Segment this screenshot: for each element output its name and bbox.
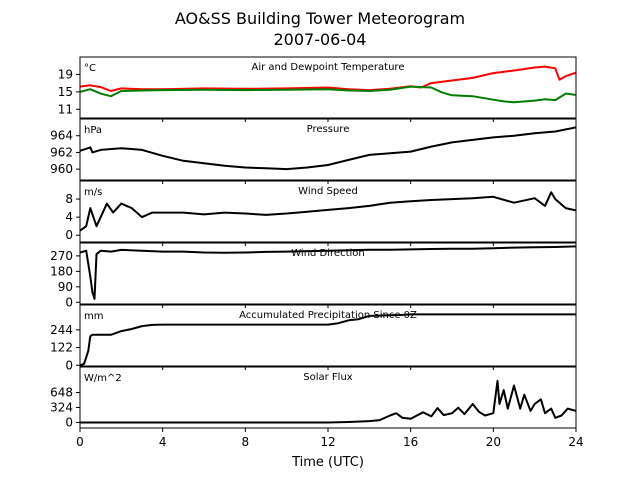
panel-4-ytick-label: 0: [65, 358, 73, 372]
x-tick-label: 12: [320, 435, 335, 449]
panel-1-ytick-label: 960: [50, 162, 73, 176]
x-tick-label: 20: [486, 435, 501, 449]
panel-0-ytick-label: 19: [58, 67, 73, 81]
panel-1-title: Pressure: [307, 124, 350, 135]
panel-0-series-1-line: [80, 85, 576, 104]
panel-1-ytick-label: 962: [50, 145, 73, 159]
panel-4-series-0-line: [80, 313, 576, 366]
panel-5-ytick-label: 648: [50, 386, 73, 400]
panel-0-ytick-label: 15: [58, 85, 73, 99]
panel-1-ytick-label: 964: [50, 129, 73, 143]
panel-4-unit-label: mm: [84, 311, 103, 322]
panel-0-ytick-label: 11: [58, 102, 73, 116]
panel-2-series-0-line: [80, 191, 576, 232]
panel-0-unit-label: °C: [84, 63, 96, 74]
panel-1-series-0-line: [80, 126, 576, 171]
chart-subtitle: 2007-06-04: [274, 30, 367, 49]
panel-3-ytick-label: 270: [50, 249, 73, 263]
panel-5-title: Solar Flux: [303, 372, 353, 383]
panel-2-title: Wind Speed: [298, 186, 358, 197]
panel-3-ytick-label: 180: [50, 264, 73, 278]
panel-4-title: Accumulated Precipitation Since 0Z: [239, 310, 417, 321]
panel-5-unit-label: W/m^2: [84, 373, 122, 384]
panel-5-ytick-label: 324: [50, 400, 73, 414]
chart-title: AO&SS Building Tower Meteorogram: [175, 9, 465, 28]
panel-4-ytick-label: 244: [50, 323, 73, 337]
x-tick-label: 4: [159, 435, 167, 449]
panel-4-ytick-label: 122: [50, 341, 73, 355]
panel-2-ytick-label: 4: [65, 210, 73, 224]
panel-2-unit-label: m/s: [84, 187, 102, 198]
panel-5-ytick-label: 0: [65, 415, 73, 429]
panel-0-title: Air and Dewpoint Temperature: [252, 62, 405, 73]
panel-2-ytick-label: 0: [65, 228, 73, 242]
panel-3-title: Wind Direction: [291, 248, 365, 259]
panel-1-unit-label: hPa: [84, 125, 102, 136]
x-tick-label: 24: [568, 435, 583, 449]
panel-3-series-0-line: [80, 245, 576, 300]
panel-2-ytick-label: 8: [65, 192, 73, 206]
x-tick-label: 8: [242, 435, 250, 449]
panel-3-ytick-label: 90: [58, 280, 73, 294]
panel-5-series-0-line: [80, 379, 576, 424]
x-tick-label: 0: [76, 435, 84, 449]
x-axis-label: Time (UTC): [291, 455, 364, 470]
panel-3-ytick-label: 0: [65, 295, 73, 309]
x-tick-label: 16: [403, 435, 418, 449]
